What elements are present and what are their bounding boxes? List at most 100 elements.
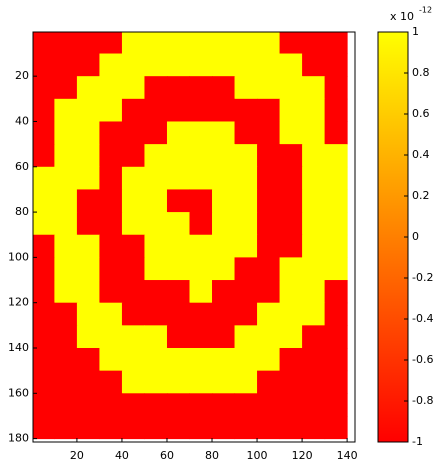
heatmap-cell — [279, 370, 303, 394]
heatmap-cell — [54, 257, 78, 281]
heatmap-cell — [144, 121, 168, 145]
heatmap-cell — [234, 257, 258, 281]
heatmap-cell — [99, 370, 123, 394]
colorbar-tick-label: -1 — [412, 435, 423, 448]
heatmap-cell — [212, 98, 236, 122]
colorbar-tick-label: 0.8 — [412, 66, 430, 79]
heatmap-cell — [54, 347, 78, 372]
x-tick-label: 120 — [292, 449, 313, 462]
heatmap-cell — [302, 76, 326, 100]
heatmap-cell — [212, 189, 236, 213]
heatmap-cell — [302, 325, 326, 349]
heatmap-cell — [54, 121, 78, 145]
heatmap-cell — [302, 415, 326, 440]
heatmap-cell — [33, 393, 55, 417]
heatmap-cell — [189, 234, 213, 258]
heatmap-cell — [76, 393, 100, 417]
heatmap-cell — [33, 76, 55, 100]
heatmap-cell — [121, 280, 145, 304]
heatmap-cell — [166, 166, 190, 190]
heatmap-cell — [99, 32, 123, 55]
heatmap-cell — [257, 32, 281, 55]
heatmap-cell — [324, 144, 348, 168]
heatmap-cell — [99, 212, 123, 236]
heatmap-cell — [189, 76, 213, 100]
heatmap-cell — [166, 189, 190, 213]
heatmap-cell — [144, 257, 168, 281]
heatmap-cell — [121, 302, 145, 326]
heatmap-cell — [121, 32, 145, 55]
heatmap-cell — [144, 166, 168, 190]
heatmap-cell — [234, 234, 258, 258]
heatmap-cell — [234, 325, 258, 349]
heatmap-cell — [189, 121, 213, 145]
colorbar-scale: x 10 — [390, 10, 414, 23]
heatmap-cell — [279, 234, 303, 258]
heatmap-cell — [189, 257, 213, 281]
heatmap-cell — [189, 166, 213, 190]
heatmap-cell — [302, 257, 326, 281]
heatmap-cell — [324, 302, 348, 326]
heatmap-cell — [257, 415, 281, 440]
heatmap-cell — [33, 53, 55, 77]
heatmap-cell — [189, 393, 213, 417]
heatmap-cell — [302, 189, 326, 213]
heatmap-cell — [279, 393, 303, 417]
heatmap-cell — [166, 257, 190, 281]
heatmap-cell — [33, 370, 55, 394]
heatmap-cell — [144, 144, 168, 168]
heatmap-cell — [212, 53, 236, 77]
heatmap-cell — [302, 212, 326, 236]
heatmap-cell — [234, 189, 258, 213]
heatmap-cell — [257, 53, 281, 77]
heatmap-cell — [166, 121, 190, 145]
heatmap-cell — [33, 166, 55, 190]
heatmap-cell — [189, 370, 213, 394]
heatmap-cell — [76, 32, 100, 55]
heatmap-cell — [144, 347, 168, 372]
heatmap-cell — [212, 370, 236, 394]
heatmap-cell — [212, 144, 236, 168]
heatmap-cell — [257, 98, 281, 122]
heatmap-cell — [234, 53, 258, 77]
heatmap-cell — [257, 347, 281, 372]
heatmap-cell — [33, 234, 55, 258]
heatmap-cell — [33, 189, 55, 213]
heatmap-cell — [279, 280, 303, 304]
heatmap-cell — [144, 393, 168, 417]
heatmap-cell — [257, 144, 281, 168]
heatmap-cell — [324, 370, 348, 394]
heatmap-cell — [257, 302, 281, 326]
heatmap-cell — [279, 325, 303, 349]
heatmap-cell — [212, 257, 236, 281]
heatmap-cell — [99, 121, 123, 145]
heatmap-cell — [279, 144, 303, 168]
heatmap-cell — [99, 393, 123, 417]
heatmap-cell — [54, 144, 78, 168]
colorbar-tick-label: 0.4 — [412, 148, 430, 161]
heatmap-cell — [212, 415, 236, 440]
heatmap-cell — [33, 144, 55, 168]
colorbar-scale-exponent: -12 — [419, 6, 432, 15]
heatmap-cell — [302, 98, 326, 122]
heatmap-cell — [76, 144, 100, 168]
heatmap-cell — [121, 53, 145, 77]
heatmap-cell — [99, 166, 123, 190]
heatmap-cell — [189, 302, 213, 326]
heatmap-cell — [54, 393, 78, 417]
heatmap-cell — [144, 76, 168, 100]
x-tick-label: 60 — [160, 449, 174, 462]
heatmap-cell — [279, 347, 303, 372]
heatmap-cell — [54, 53, 78, 77]
heatmap-cell — [324, 393, 348, 417]
heatmap-cell — [54, 302, 78, 326]
heatmap-cell — [302, 370, 326, 394]
heatmap-cell — [33, 98, 55, 122]
heatmap-cell — [121, 189, 145, 213]
heatmap-cell — [33, 347, 55, 372]
heatmap-cell — [189, 144, 213, 168]
heatmap-cell — [166, 393, 190, 417]
heatmap-cell — [144, 98, 168, 122]
heatmap-cell — [234, 76, 258, 100]
heatmap-cell — [212, 347, 236, 372]
